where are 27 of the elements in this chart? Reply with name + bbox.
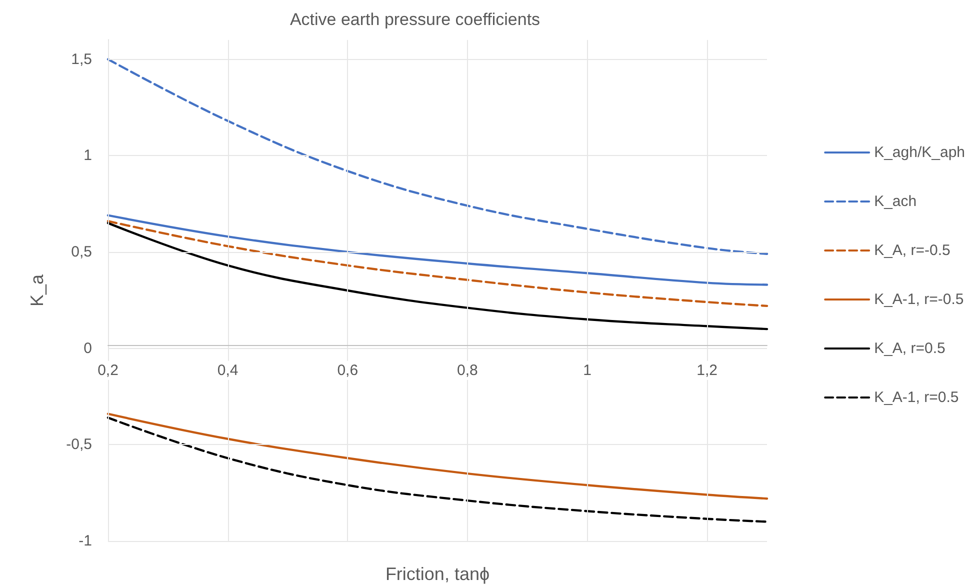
x-axis-title: Friction, tanϕ	[385, 564, 490, 584]
y-tick-label: -1	[78, 532, 92, 550]
line-series	[106, 416, 768, 523]
y-tick-label: -0,5	[66, 436, 92, 454]
line-series	[106, 58, 768, 255]
y-tick-label: 0	[84, 340, 92, 357]
chart-title: Active earth pressure coefficients	[290, 10, 540, 29]
x-tick-label: 1	[583, 362, 592, 379]
legend-label: K_agh/K_aph	[874, 144, 966, 161]
legend-label: K_A, r=-0.5	[874, 242, 950, 259]
x-tick-label: 0,2	[98, 362, 118, 379]
x-tick-label: 0,6	[337, 362, 358, 379]
legend-label: K_A-1, r=-0.5	[874, 291, 964, 308]
x-tick-label: 1,2	[696, 362, 718, 379]
legend-label: K_A, r=0.5	[874, 340, 946, 357]
line-series	[106, 220, 768, 308]
x-tick-label: 0,4	[217, 362, 238, 379]
y-axis-title: K_a	[27, 274, 47, 307]
line-series	[106, 412, 768, 500]
line-series	[106, 222, 768, 330]
legend-label: K_A-1, r=0.5	[874, 389, 959, 406]
y-tick-label: 0,5	[71, 243, 92, 260]
x-tick-label: 0,8	[457, 362, 478, 379]
legend-label: K_ach	[874, 193, 917, 210]
y-tick-label: 1,5	[71, 50, 92, 68]
line-series	[106, 214, 768, 286]
y-tick-label: 1	[84, 147, 92, 164]
